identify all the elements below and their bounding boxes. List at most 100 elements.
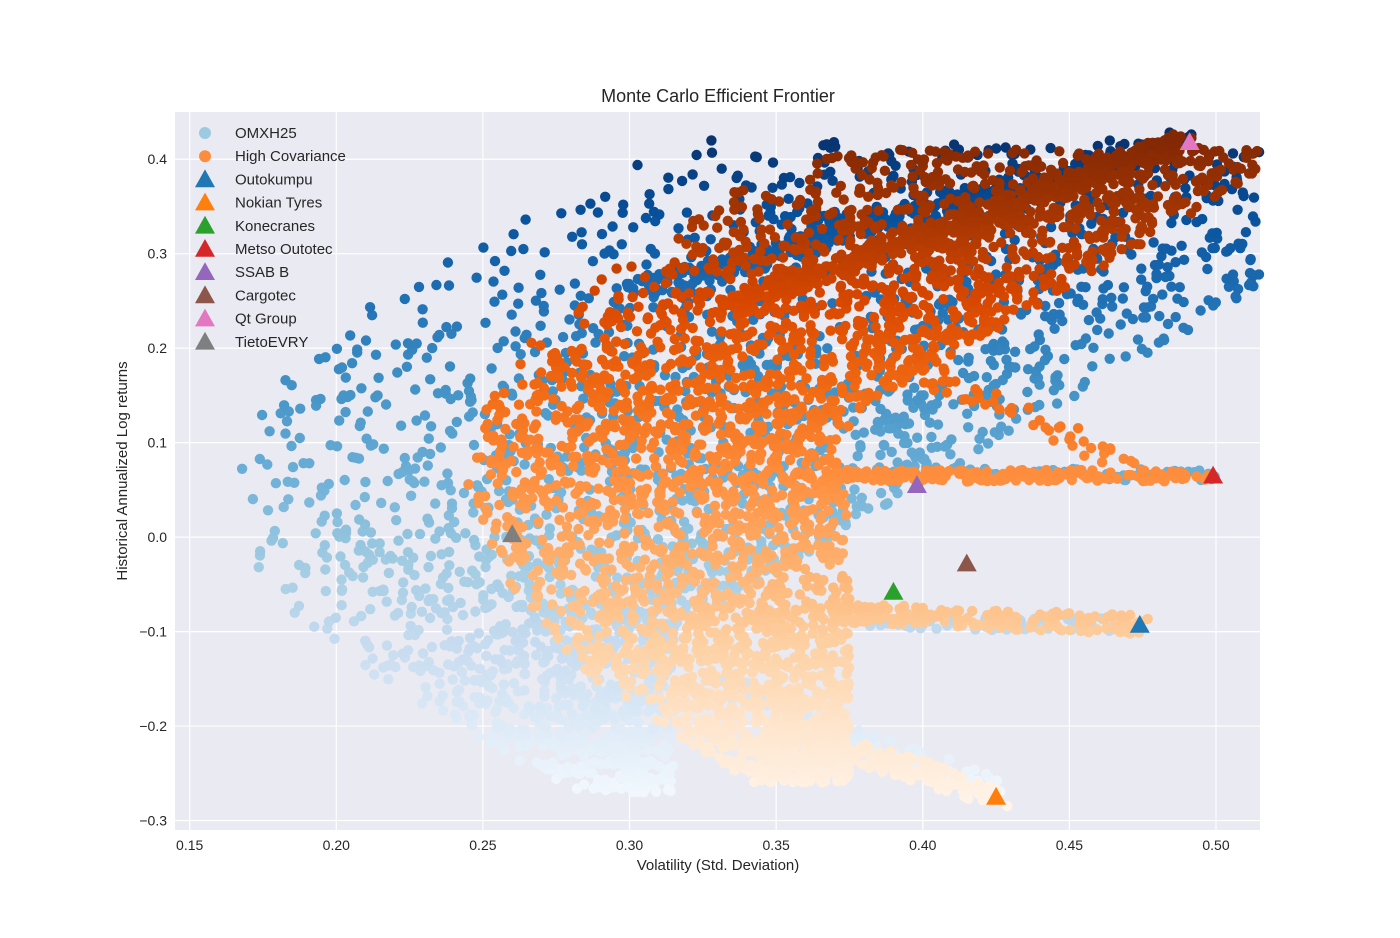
omxh25-point (1136, 264, 1146, 274)
high-covariance-point (533, 565, 543, 575)
omxh25-point (540, 408, 550, 418)
omxh25-point (1136, 274, 1146, 284)
omxh25-point (691, 150, 701, 160)
omxh25-point (315, 394, 325, 404)
high-covariance-point (903, 751, 913, 761)
omxh25-point (882, 498, 892, 508)
omxh25-point (441, 385, 451, 395)
omxh25-point (519, 669, 529, 679)
high-covariance-point (643, 508, 653, 518)
omxh25-point (641, 259, 651, 269)
omxh25-point (459, 577, 469, 587)
omxh25-point (400, 453, 410, 463)
omxh25-point (783, 194, 793, 204)
omxh25-point (390, 502, 400, 512)
omxh25-point (1164, 271, 1174, 281)
high-covariance-point (1064, 625, 1074, 635)
omxh25-point (280, 428, 290, 438)
high-covariance-point (777, 490, 787, 500)
omxh25-point (1103, 280, 1113, 290)
high-covariance-point (562, 644, 572, 654)
high-covariance-point (658, 703, 668, 713)
omxh25-point (403, 338, 413, 348)
high-covariance-point (795, 589, 805, 599)
omxh25-point (1246, 254, 1256, 264)
omxh25-point (575, 205, 585, 215)
omxh25-point (1210, 243, 1220, 253)
omxh25-point (443, 478, 453, 488)
high-covariance-point (494, 500, 504, 510)
high-covariance-point (761, 546, 771, 556)
omxh25-point (391, 339, 401, 349)
high-covariance-point (574, 540, 584, 550)
omxh25-point (907, 447, 917, 457)
omxh25-point (579, 779, 589, 789)
high-covariance-point (667, 637, 677, 647)
high-covariance-point (551, 496, 561, 506)
omxh25-point (973, 444, 983, 454)
omxh25-point (372, 390, 382, 400)
omxh25-point (539, 686, 549, 696)
omxh25-point (488, 276, 498, 286)
high-covariance-point (828, 517, 838, 527)
omxh25-point (517, 600, 527, 610)
high-covariance-point (767, 485, 777, 495)
omxh25-point (1197, 214, 1207, 224)
omxh25-point (593, 207, 603, 217)
omxh25-point (1178, 323, 1188, 333)
high-covariance-point (668, 497, 678, 507)
omxh25-point (548, 757, 558, 767)
omxh25-point (280, 375, 290, 385)
omxh25-point (320, 352, 330, 362)
omxh25-point (356, 383, 366, 393)
omxh25-point (515, 755, 525, 765)
high-covariance-point (603, 643, 613, 653)
omxh25-point (785, 172, 795, 182)
high-covariance-point (621, 575, 631, 585)
omxh25-point (576, 291, 586, 301)
omxh25-point (442, 468, 452, 478)
high-covariance-point (678, 643, 688, 653)
omxh25-point (510, 341, 520, 351)
omxh25-point (453, 390, 463, 400)
omxh25-point (535, 701, 545, 711)
omxh25-point (383, 476, 393, 486)
omxh25-point (1105, 354, 1115, 364)
omxh25-point (382, 640, 392, 650)
high-covariance-point (556, 606, 566, 616)
omxh25-point (396, 421, 406, 431)
high-covariance-point (668, 628, 678, 638)
omxh25-point (360, 492, 370, 502)
high-covariance-point (640, 555, 650, 565)
omxh25-point (545, 523, 555, 533)
omxh25-point (912, 433, 922, 443)
omxh25-point (393, 536, 403, 546)
omxh25-point (1076, 282, 1086, 292)
omxh25-point (347, 452, 357, 462)
omxh25-point (455, 598, 465, 608)
omxh25-point (1081, 333, 1091, 343)
omxh25-point (636, 727, 646, 737)
high-covariance-point (541, 618, 551, 628)
omxh25-point (520, 214, 530, 224)
high-covariance-point (730, 507, 740, 517)
omxh25-point (1137, 344, 1147, 354)
omxh25-point (371, 350, 381, 360)
omxh25-point (1203, 295, 1213, 305)
omxh25-point (426, 551, 436, 561)
omxh25-point (489, 297, 499, 307)
high-covariance-point (508, 487, 518, 497)
omxh25-point (1059, 354, 1069, 364)
omxh25-point (567, 232, 577, 242)
omxh25-point (424, 433, 434, 443)
omxh25-point (441, 322, 451, 332)
high-covariance-point (860, 740, 870, 750)
omxh25-point (859, 427, 869, 437)
omxh25-point (411, 585, 421, 595)
high-covariance-point (874, 748, 884, 758)
high-covariance-point (649, 693, 659, 703)
high-covariance-point (605, 505, 615, 515)
omxh25-point (513, 299, 523, 309)
omxh25-point (444, 560, 454, 570)
